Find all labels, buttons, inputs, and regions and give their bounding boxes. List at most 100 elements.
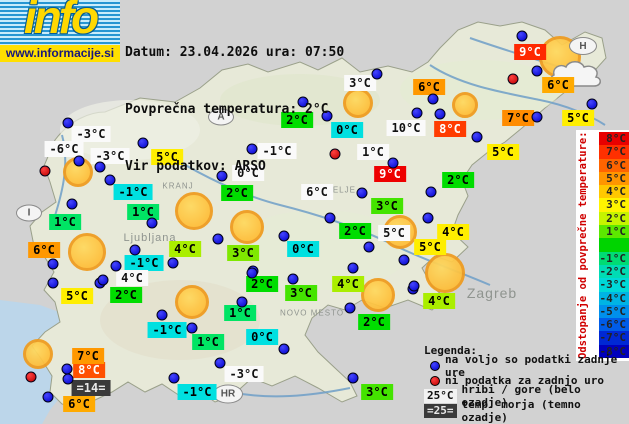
temp-label: -1°C [257, 143, 297, 159]
station-dot-blue [129, 244, 141, 256]
station-dot-blue [586, 98, 598, 110]
red-dot-icon [430, 375, 440, 386]
temp-label: 0°C [246, 329, 278, 345]
station-dot-blue [246, 267, 258, 279]
temp-label: 6°C [413, 79, 445, 95]
station-dot-red [507, 73, 519, 85]
station-dot-blue [97, 274, 109, 286]
temp-label: 6°C [301, 184, 333, 200]
station-dot-blue [246, 143, 258, 155]
station-dot-blue [156, 309, 168, 321]
sun-icon [63, 157, 93, 187]
info-logo-url[interactable]: www.informacije.si [0, 45, 120, 62]
color-scale-band: 6°C [599, 158, 629, 172]
sun-icon [452, 92, 478, 118]
temp-label: 6°C [63, 396, 95, 412]
color-scale-band: 4°C [599, 185, 629, 199]
station-dot-blue [146, 217, 158, 229]
station-dot-blue [324, 212, 336, 224]
sun-icon [343, 88, 373, 118]
station-dot-blue [347, 372, 359, 384]
color-scale-band: -1°C [599, 251, 629, 265]
temp-label: 2°C [281, 112, 313, 128]
temp-label: -3°C [71, 126, 111, 142]
temp-label: 1°C [357, 144, 389, 160]
station-dot-blue [422, 212, 434, 224]
city-name: KRANJ [162, 181, 194, 191]
station-dot-blue [387, 157, 399, 169]
temp-label: 3°C [361, 384, 393, 400]
station-dot-blue [344, 302, 356, 314]
station-dot-blue [408, 280, 420, 292]
color-scale-band: 8°C [599, 132, 629, 146]
temp-label: -3°C [90, 148, 130, 164]
station-dot-blue [236, 296, 248, 308]
country-code-oval: I [16, 204, 42, 222]
station-dot-blue [73, 155, 85, 167]
station-dot-blue [137, 137, 149, 149]
white-badge-sample: 25°C [424, 388, 457, 403]
station-dot-blue [42, 391, 54, 403]
temp-label: -6°C [44, 141, 84, 157]
deviation-color-scale: Odstopanje od povprečne temperature: 8°C… [576, 130, 629, 361]
header-date-line: Datum: 23.04.2026 ura: 07:50 [125, 45, 345, 60]
color-scale-band: 7°C [599, 145, 629, 159]
station-dot-blue [168, 372, 180, 384]
temp-label: 2°C [221, 185, 253, 201]
color-scale-band: -6°C [599, 318, 629, 332]
temp-label: 4°C [116, 270, 148, 286]
station-dot-blue [347, 262, 359, 274]
station-dot-blue [47, 277, 59, 289]
temp-label: 1°C [127, 204, 159, 220]
legend-item: 25°C hribi / gore (belo ozadje) [424, 383, 629, 409]
station-dot-red [329, 148, 341, 160]
sun-icon [175, 192, 213, 230]
temp-label: 2°C [358, 314, 390, 330]
temp-label: -1°C [177, 384, 217, 400]
station-dot-blue [516, 30, 528, 42]
sun-icon [361, 278, 395, 312]
station-dot-blue [94, 161, 106, 173]
blue-dot-icon [430, 360, 440, 371]
temp-label: 2°C [246, 276, 278, 292]
station-dot-blue [167, 257, 179, 269]
temp-label: 4°C [332, 276, 364, 292]
temp-label: 9°C [514, 44, 546, 60]
legend-item: na voljo so podatki zadnje ure [424, 353, 629, 379]
temp-label: -3°C [224, 366, 264, 382]
sun-icon [425, 253, 465, 293]
station-dot-blue [471, 131, 483, 143]
color-scale-band: -8°C [599, 344, 629, 359]
station-dot-blue [371, 68, 383, 80]
temp-label: 1°C [49, 214, 81, 230]
station-dot-blue [186, 322, 198, 334]
info-logo[interactable]: info www.informacije.si [0, 0, 120, 62]
info-logo-text: info [23, 0, 99, 43]
temp-label: 3°C [227, 245, 259, 261]
color-scale-bands: 8°C 7°C 6°C 5°C 4°C 3°C 2°C 1°C -1°C -2°C -3°C -4°C… [599, 132, 629, 359]
country-code-oval: HR [213, 384, 243, 404]
country-code-oval: A [208, 108, 234, 126]
station-dot-blue [62, 373, 74, 385]
city-name: CELJE [326, 185, 356, 195]
temp-label: 4°C [423, 293, 455, 309]
map-header: Datum: 23.04.2026 ura: 07:50 Povprečna t… [125, 5, 344, 214]
header-avg-temp-line: Povprečna temperatura: 2°C [125, 102, 329, 117]
station-dot-blue [47, 258, 59, 270]
legend-title: Legenda: [424, 344, 477, 357]
station-dot-blue [297, 96, 309, 108]
temp-label: 9°C [374, 166, 406, 182]
station-dot-blue [212, 233, 224, 245]
color-scale-band: -5°C [599, 304, 629, 319]
station-dot-blue [214, 357, 226, 369]
temp-label: 5°C [487, 144, 519, 160]
temp-label: 2°C [339, 223, 371, 239]
temp-label: 5°C [378, 225, 410, 241]
sun-icon [68, 233, 106, 271]
temp-label: 2°C [110, 287, 142, 303]
temp-label: 8°C [434, 121, 466, 137]
dark-badge-sample: =25= [424, 403, 457, 418]
temp-label: 0°C [331, 122, 363, 138]
temp-label: =14= [71, 380, 111, 396]
